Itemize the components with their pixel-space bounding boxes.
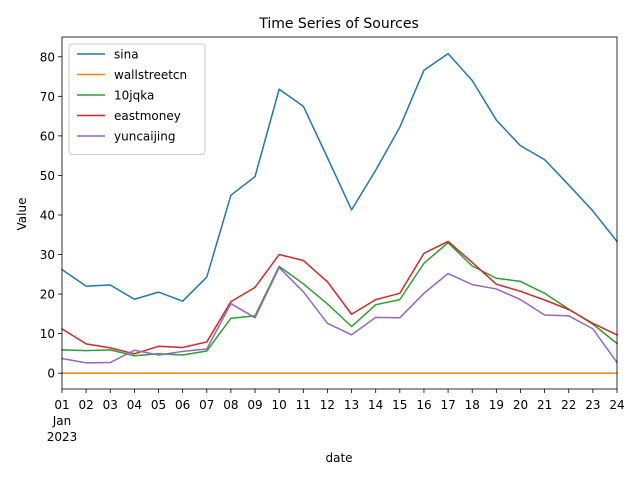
x-tick-label: 03 — [103, 398, 118, 412]
x-tick-label: 20 — [513, 398, 528, 412]
x-tick-label: 19 — [489, 398, 504, 412]
x-tick-label: 08 — [223, 398, 238, 412]
x-tick-label: 02 — [78, 398, 93, 412]
series-layer — [60, 52, 619, 374]
x-tick-label: 15 — [392, 398, 407, 412]
y-axis-label: Value — [15, 198, 29, 231]
x-tick-label: 07 — [199, 398, 214, 412]
y-tick-label: 40 — [40, 208, 55, 222]
x-tick-label: 22 — [561, 398, 576, 412]
y-tick-label: 0 — [47, 367, 55, 381]
x-tick-label: 01 — [54, 398, 69, 412]
legend: sina wallstreetcn 10jqka eastmoney yuncaijin… — [68, 43, 206, 155]
x-tick-sublabel: Jan — [52, 414, 72, 428]
legend-label-sina: sina — [114, 48, 139, 62]
series-line-sina — [60, 52, 619, 302]
legend-label-yuncaijing: yuncaijing — [114, 130, 176, 144]
axes-layer: 0 10 20 30 40 50 60 70 80 01 02 03 04 05 06 07 08 09 10 11 1… — [40, 36, 625, 444]
x-tick-label: 13 — [344, 398, 359, 412]
y-tick-label: 30 — [40, 248, 55, 262]
legend-label-10jqka: 10jqka — [114, 89, 154, 103]
y-tick-label: 50 — [40, 169, 55, 183]
y-tick-label: 10 — [40, 327, 55, 341]
x-tick-label: 10 — [272, 398, 287, 412]
series-line-eastmoney — [60, 240, 618, 355]
y-tick-label: 70 — [40, 90, 55, 104]
x-tick-label: 24 — [609, 398, 624, 412]
x-tick-label: 18 — [465, 398, 480, 412]
legend-box — [68, 43, 206, 155]
x-tick-label: 21 — [537, 398, 552, 412]
legend-label-eastmoney: eastmoney — [114, 109, 181, 123]
x-tick-label: 14 — [368, 398, 383, 412]
x-tick-label: 05 — [151, 398, 166, 412]
series-line-yuncaijing — [61, 266, 619, 364]
y-tick-label: 60 — [40, 129, 55, 143]
y-tick-label: 80 — [40, 50, 55, 64]
x-tick-label: 17 — [440, 398, 455, 412]
x-tick-label: 06 — [175, 398, 190, 412]
x-tick-sublabel: 2023 — [47, 430, 78, 444]
plot-frame — [61, 36, 618, 390]
x-tick-label: 11 — [296, 398, 311, 412]
x-tick-label: 16 — [416, 398, 431, 412]
x-tick-label: 04 — [127, 398, 142, 412]
chart-title: Time Series of Sources — [258, 16, 419, 32]
x-tick-label: 23 — [585, 398, 600, 412]
legend-label-wallstreetcn: wallstreetcn — [114, 68, 187, 82]
y-tick-label: 20 — [40, 288, 55, 302]
x-tick-label: 12 — [320, 398, 335, 412]
x-tick-label: 09 — [247, 398, 262, 412]
x-axis-label: date — [325, 451, 352, 465]
